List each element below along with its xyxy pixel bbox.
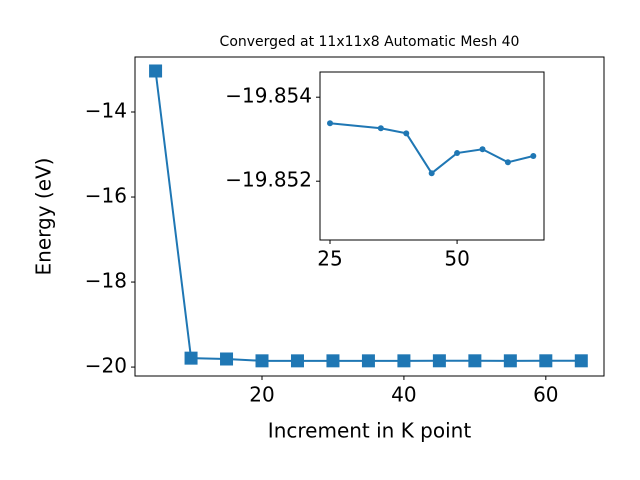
x-tick-label: 50 — [444, 247, 469, 271]
marker — [149, 64, 163, 78]
y-tick-label: −18 — [85, 269, 127, 293]
marker — [454, 150, 461, 157]
y-tick-label: −14 — [85, 99, 127, 123]
plot-area — [319, 71, 545, 241]
marker — [326, 354, 340, 368]
marker — [539, 354, 553, 368]
x-tick-label: 60 — [533, 383, 558, 407]
marker — [377, 125, 384, 132]
marker — [361, 354, 375, 368]
x-axis-label: Increment in K point — [268, 419, 472, 443]
marker — [327, 120, 334, 127]
marker — [503, 354, 517, 368]
marker — [479, 146, 486, 153]
marker — [220, 352, 234, 366]
y-axis-label: Energy (eV) — [32, 158, 56, 276]
y-tick-label: −19.854 — [225, 84, 312, 108]
x-tick-label: 20 — [249, 383, 274, 407]
marker — [403, 130, 410, 137]
marker — [432, 354, 446, 368]
x-tick-label: 25 — [317, 247, 342, 271]
marker — [184, 351, 198, 365]
x-tick-label: 40 — [391, 383, 416, 407]
marker — [255, 354, 269, 368]
y-tick-label: −16 — [85, 184, 127, 208]
marker — [504, 159, 511, 166]
marker — [468, 354, 482, 368]
marker — [290, 354, 304, 368]
marker — [397, 354, 411, 368]
marker — [530, 153, 537, 159]
y-tick-label: −20 — [85, 354, 127, 378]
chart-title: Converged at 11x11x8 Automatic Mesh 40 — [220, 34, 520, 50]
marker — [574, 354, 588, 368]
marker — [428, 170, 435, 177]
series-line — [329, 122, 534, 175]
y-tick-label: −19.852 — [225, 168, 312, 192]
